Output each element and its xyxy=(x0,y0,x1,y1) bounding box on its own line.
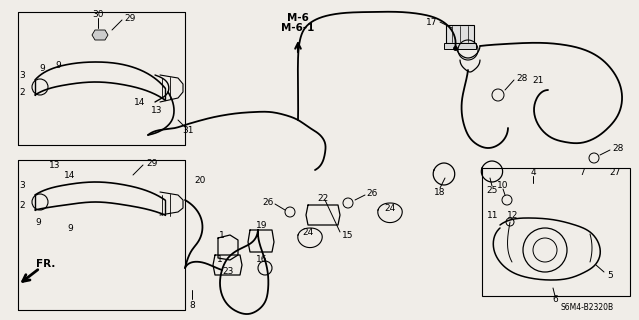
Text: 23: 23 xyxy=(222,268,234,276)
Text: 12: 12 xyxy=(507,211,519,220)
Text: 28: 28 xyxy=(612,143,624,153)
Text: 28: 28 xyxy=(516,74,528,83)
Text: 3: 3 xyxy=(19,180,25,189)
Text: 27: 27 xyxy=(610,167,620,177)
Text: 17: 17 xyxy=(426,18,438,27)
Text: 29: 29 xyxy=(125,13,135,22)
Text: 21: 21 xyxy=(532,76,544,84)
Text: 8: 8 xyxy=(189,300,195,309)
Text: 26: 26 xyxy=(366,188,378,197)
Text: 2: 2 xyxy=(19,201,25,210)
Text: 31: 31 xyxy=(182,125,194,134)
Text: S6M4-B2320B: S6M4-B2320B xyxy=(561,303,614,313)
Text: 29: 29 xyxy=(146,158,158,167)
Text: 16: 16 xyxy=(256,255,268,265)
Text: 9: 9 xyxy=(35,218,41,227)
Text: 5: 5 xyxy=(607,270,613,279)
Text: 18: 18 xyxy=(435,188,446,196)
Text: 9: 9 xyxy=(39,63,45,73)
Text: 4: 4 xyxy=(530,167,536,177)
Text: 1: 1 xyxy=(219,230,225,239)
Text: 2: 2 xyxy=(19,87,25,97)
Text: 10: 10 xyxy=(497,180,509,189)
Text: 14: 14 xyxy=(134,98,146,107)
Text: 24: 24 xyxy=(385,204,396,212)
Text: 15: 15 xyxy=(343,230,354,239)
Text: 25: 25 xyxy=(486,186,498,195)
Text: 14: 14 xyxy=(65,171,75,180)
Bar xyxy=(482,168,630,296)
Text: 13: 13 xyxy=(151,106,163,115)
Text: 26: 26 xyxy=(263,197,273,206)
Text: 11: 11 xyxy=(488,211,499,220)
Text: 7: 7 xyxy=(579,167,585,177)
Text: 30: 30 xyxy=(92,10,104,19)
Bar xyxy=(444,43,476,49)
Bar xyxy=(446,25,474,43)
Text: 13: 13 xyxy=(49,161,61,170)
Text: 9: 9 xyxy=(55,60,61,69)
Text: 9: 9 xyxy=(67,223,73,233)
Text: M-6: M-6 xyxy=(287,13,309,23)
Text: 1: 1 xyxy=(217,255,223,265)
Text: 3: 3 xyxy=(19,70,25,79)
Polygon shape xyxy=(92,30,108,40)
Text: 22: 22 xyxy=(318,194,328,203)
Text: FR.: FR. xyxy=(36,259,56,269)
Text: 6: 6 xyxy=(552,295,558,305)
Text: 24: 24 xyxy=(302,228,314,236)
Text: M-6-1: M-6-1 xyxy=(281,23,314,33)
Text: 19: 19 xyxy=(256,220,268,229)
Text: 20: 20 xyxy=(194,175,206,185)
